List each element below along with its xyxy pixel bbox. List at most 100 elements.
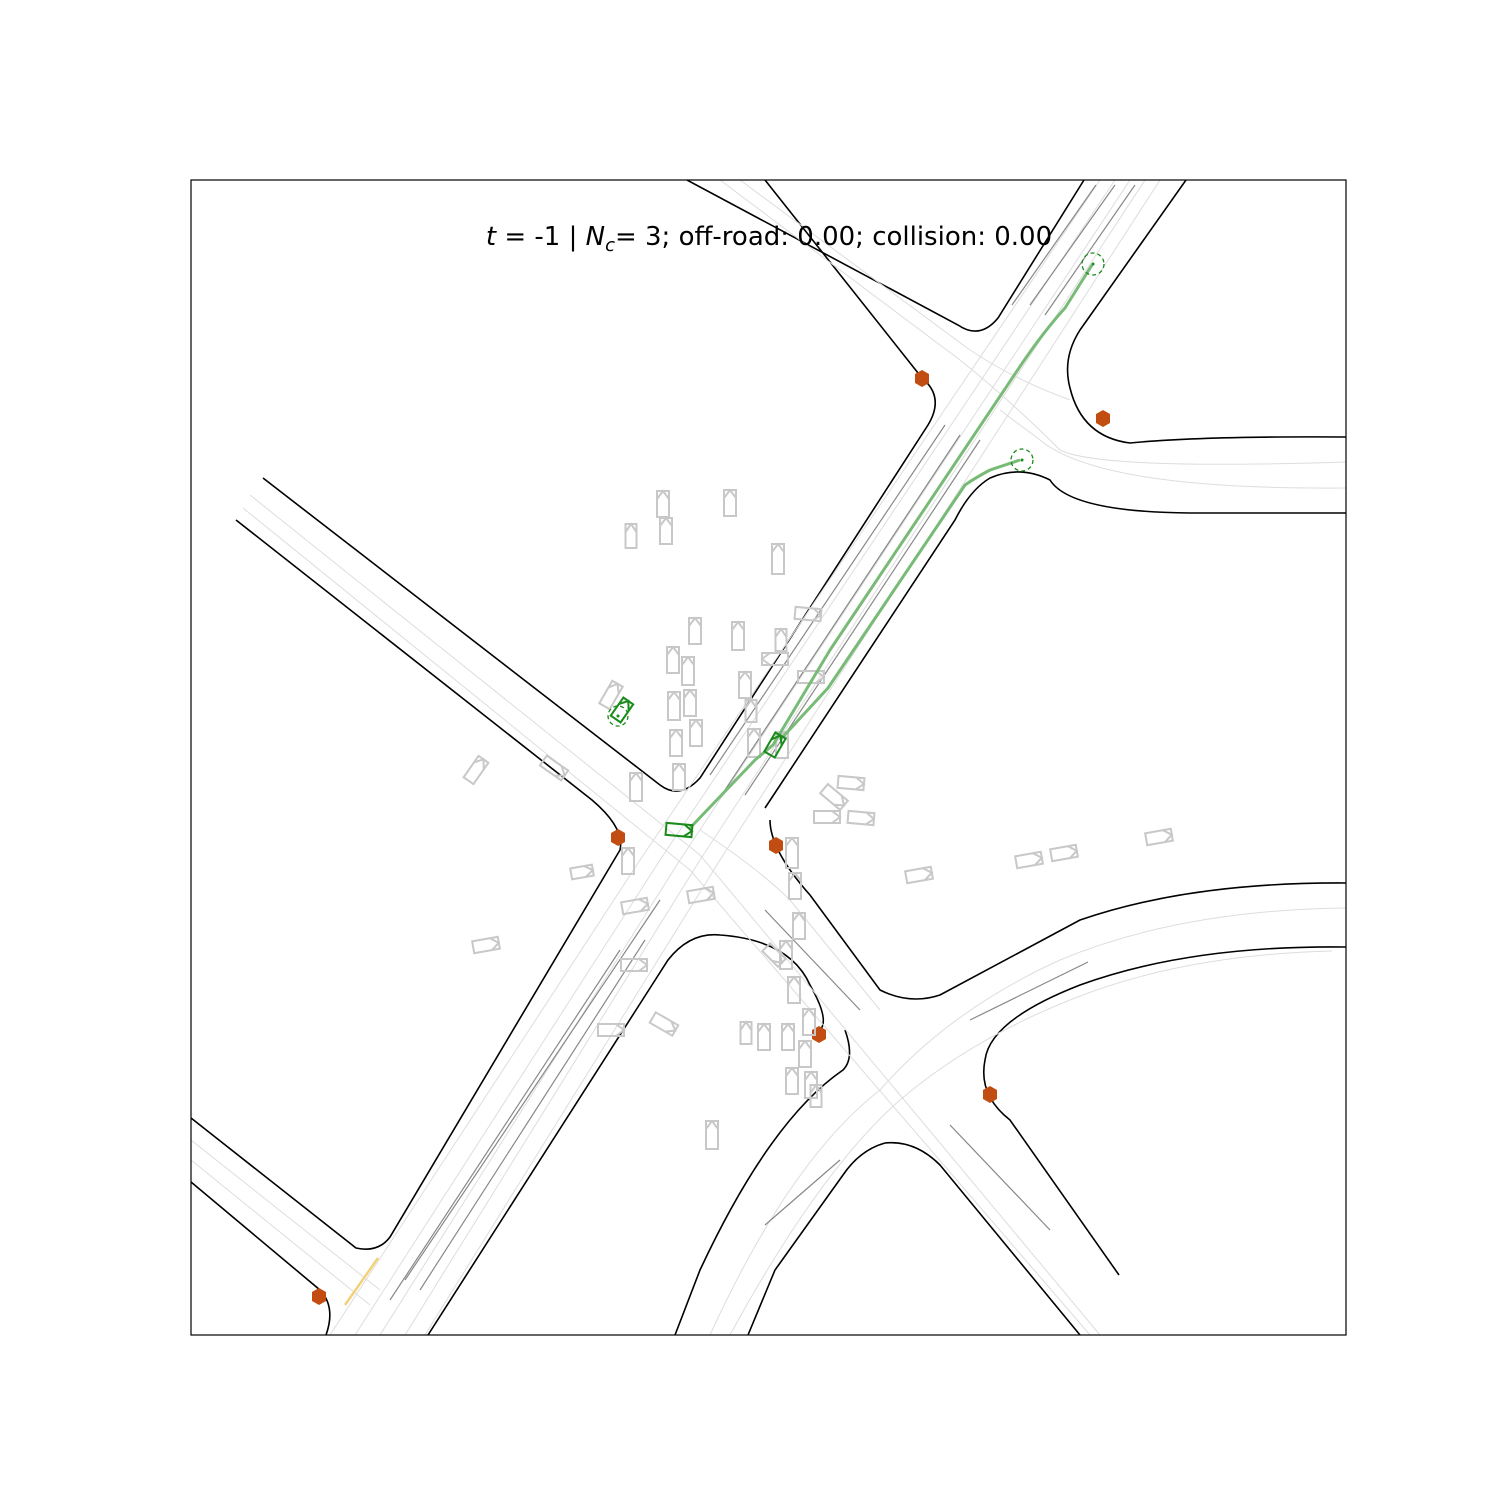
other-agent: [760, 652, 789, 666]
other-agent-heading-icon: [792, 911, 806, 922]
other-agent: [798, 1039, 812, 1068]
other-agent: [781, 1022, 795, 1051]
other-agent: [774, 627, 788, 652]
lane-centerline: [249, 494, 1101, 1335]
other-agent: [462, 754, 490, 786]
other-agent: [689, 718, 703, 747]
other-agent-heading-icon: [747, 727, 761, 738]
other-agent: [597, 1023, 626, 1037]
road-edge: [191, 1181, 331, 1335]
other-agent-heading-icon: [689, 718, 703, 729]
other-agents: [462, 488, 1175, 1150]
other-agent-heading-icon: [638, 958, 649, 972]
other-agent: [648, 1010, 680, 1038]
other-agent-box: [659, 517, 673, 545]
other-agent-heading-icon: [665, 1020, 677, 1033]
other-agent-heading-icon: [760, 652, 771, 666]
lane-centerline: [379, 180, 1131, 1335]
goal-center-dot: [1020, 458, 1024, 462]
title-metrics: = 3; off-road: 0.00; collision: 0.00: [615, 222, 1052, 252]
other-agent-box: [624, 523, 638, 549]
other-agent: [744, 698, 758, 723]
other-agent-heading-icon: [772, 953, 784, 965]
title-t-value: = -1: [504, 222, 560, 252]
title-t-symbol: t: [486, 222, 497, 252]
lane-divider: [764, 1159, 841, 1226]
other-agent-heading-icon: [922, 867, 934, 881]
other-agent: [809, 1083, 823, 1108]
other-agent-box: [462, 754, 490, 786]
other-agent-heading-icon: [629, 771, 643, 782]
controlled-agent: [762, 731, 788, 759]
other-agent-heading-icon: [815, 670, 826, 684]
other-agent: [792, 911, 806, 940]
other-agent-heading-icon: [638, 898, 650, 912]
road-edge: [1066, 180, 1346, 444]
other-agent: [666, 645, 680, 674]
stop-sign-hexagon-icon: [983, 1086, 997, 1103]
other-agent-heading-icon: [788, 871, 802, 882]
other-agent-box: [672, 763, 686, 791]
other-agent-heading-icon: [683, 688, 697, 699]
other-agent-heading-icon: [583, 865, 595, 878]
other-agent-box: [785, 1067, 799, 1095]
other-agent-heading-icon: [681, 655, 695, 666]
other-agent: [667, 690, 681, 721]
lane-centerline: [191, 1159, 371, 1306]
other-agent: [470, 935, 502, 955]
road-edge: [764, 471, 1346, 809]
lane-centerline: [719, 180, 1346, 465]
other-agent: [1143, 827, 1175, 847]
other-agent-heading-icon: [666, 645, 680, 656]
other-agent: [681, 655, 695, 686]
other-agent-heading-icon: [781, 1022, 795, 1033]
other-agent-box: [836, 774, 866, 792]
other-agent: [669, 728, 683, 757]
other-agent-heading-icon: [731, 620, 745, 631]
other-agent-heading-icon: [667, 690, 681, 701]
other-agent-heading-icon: [704, 887, 716, 901]
other-agent-heading-icon: [554, 765, 567, 777]
other-agent: [785, 836, 799, 869]
other-agent: [757, 1022, 771, 1051]
other-agent-heading-icon: [489, 937, 501, 951]
other-agent: [785, 1066, 799, 1095]
other-agent-box: [781, 1023, 795, 1051]
lane-divider: [1011, 184, 1097, 306]
other-agent-heading-icon: [669, 728, 683, 739]
other-agent-heading-icon: [831, 810, 842, 824]
other-agent-heading-icon: [705, 1119, 719, 1130]
lane-divider: [724, 434, 961, 791]
road-edges: [191, 180, 1346, 1335]
stop-sign-hexagon-icon: [915, 370, 929, 387]
other-agent-heading-icon: [723, 488, 737, 499]
other-agent: [1048, 843, 1080, 863]
stop-sign-hexagon-icon: [769, 837, 783, 854]
stop-signs: [312, 370, 1110, 1305]
other-agent-box: [757, 1023, 771, 1051]
other-agent-heading-icon: [833, 795, 846, 807]
other-agent: [903, 865, 935, 885]
lane-divider: [389, 949, 621, 1301]
title-separator: |: [569, 222, 586, 252]
other-agent-box: [689, 719, 703, 747]
stop-sign-hexagon-icon: [312, 1288, 326, 1305]
other-agent-heading-icon: [688, 616, 702, 627]
other-agent-box: [648, 1010, 680, 1038]
lane-centerline: [329, 180, 1101, 1335]
other-agent-heading-icon: [854, 776, 866, 791]
controlled-agents: [609, 696, 788, 839]
other-agent-box: [683, 689, 697, 717]
road-edge: [747, 1141, 1081, 1335]
other-agent-heading-icon: [864, 811, 876, 826]
controlled-agent: [664, 821, 694, 839]
lane-divider: [419, 939, 646, 1291]
other-agent-heading-icon: [785, 1066, 799, 1077]
other-agent-heading-icon: [1032, 852, 1044, 866]
other-agent-heading-icon: [615, 1023, 626, 1037]
road-edge: [191, 519, 622, 1250]
trajectories: [688, 264, 1094, 830]
other-agent-heading-icon: [738, 670, 752, 681]
other-agent-heading-icon: [624, 522, 638, 533]
goal-center-dot: [616, 714, 620, 718]
